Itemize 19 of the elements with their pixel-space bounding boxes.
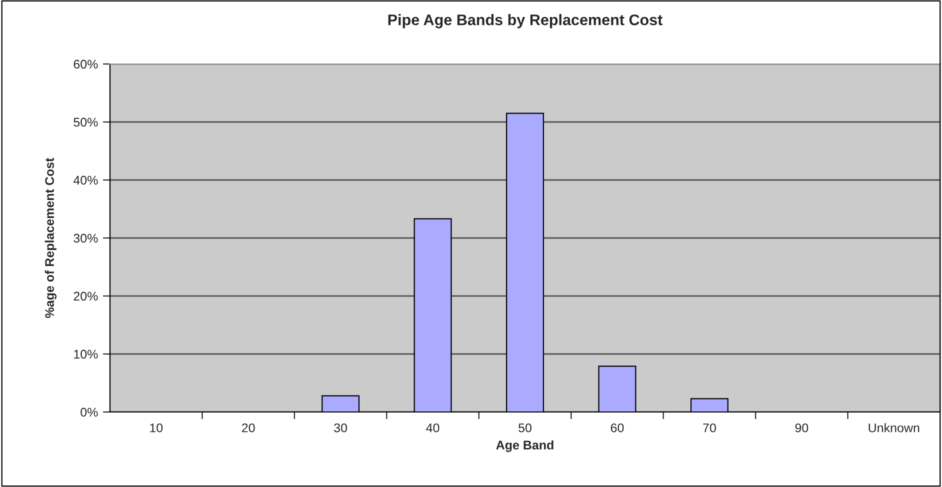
y-tick-label: 10% xyxy=(74,350,98,359)
y-tick-label: 60% xyxy=(74,60,98,69)
y-tick-label: 20% xyxy=(74,292,98,301)
x-axis-title: Age Band xyxy=(496,440,554,452)
y-axis-title: %age of Replacement Cost xyxy=(44,158,57,318)
y-tick-label: 0% xyxy=(80,408,98,417)
y-tick-label: 40% xyxy=(73,176,98,185)
x-tick-label: 20 xyxy=(242,423,255,432)
chart-title: Pipe Age Bands by Replacement Cost xyxy=(388,14,662,28)
y-tick-label: 30% xyxy=(74,234,98,243)
x-tick-label: 60 xyxy=(610,423,624,432)
x-tick-label: 70 xyxy=(703,423,716,432)
y-tick-label: 50% xyxy=(74,118,98,127)
x-tick-label: 10 xyxy=(150,423,163,432)
x-tick-label: Unknown xyxy=(868,423,920,432)
x-tick-label: 30 xyxy=(334,423,348,432)
x-tick-label: 40 xyxy=(426,423,440,432)
x-tick-label: 90 xyxy=(795,423,808,432)
x-tick-label: 50 xyxy=(518,423,532,432)
